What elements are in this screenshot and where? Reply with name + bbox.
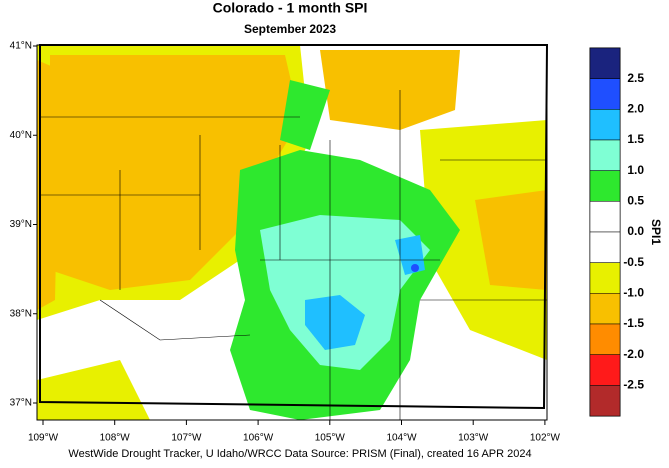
colorbar-label: 0.0	[627, 224, 644, 238]
colorbar-cell	[589, 293, 621, 325]
colorbar-label: -1.5	[623, 316, 644, 330]
lat-label: 38°N	[10, 308, 32, 319]
colorbar-label: 2.5	[627, 71, 644, 85]
colorbar-cell	[589, 231, 621, 263]
colorbar-label: -2.5	[623, 378, 644, 392]
colorbar-cell	[589, 139, 621, 171]
lon-label: 106°W	[243, 433, 274, 444]
colorbar-label: 1.5	[627, 132, 644, 146]
spi-field	[37, 45, 547, 420]
colorbar-cell	[589, 109, 621, 141]
lon-label: 109°W	[28, 433, 59, 444]
colorbar-cell	[589, 385, 621, 417]
colorbar-label: 2.0	[627, 102, 644, 116]
lon-label: 102°W	[530, 433, 561, 444]
lon-label: 105°W	[315, 433, 346, 444]
colorbar-cell	[589, 170, 621, 202]
legend-title: SPI1	[649, 219, 663, 245]
plot-frame	[36, 44, 548, 421]
lon-label: 103°W	[458, 433, 489, 444]
colorbar-label: 1.0	[627, 163, 644, 177]
colorbar-label: -0.5	[623, 255, 644, 269]
lat-label: 39°N	[10, 219, 32, 230]
subtitle: September 2023	[244, 22, 336, 36]
colorbar-cell	[589, 262, 621, 294]
lon-label: 108°W	[100, 433, 131, 444]
colorbar-cell	[589, 201, 621, 233]
lat-label: 40°N	[10, 130, 32, 141]
colorbar-cell	[589, 323, 621, 355]
colorbar-cell	[589, 78, 621, 110]
colorbar-label: -2.0	[623, 347, 644, 361]
lat-label: 37°N	[10, 398, 32, 409]
lon-label: 107°W	[171, 433, 202, 444]
colorbar-label: -1.0	[623, 286, 644, 300]
footer: WestWide Drought Tracker, U Idaho/WRCC D…	[68, 448, 531, 460]
colorbar-cell	[589, 354, 621, 386]
lon-label: 104°W	[386, 433, 417, 444]
title: Colorado - 1 month SPI	[213, 0, 368, 16]
colorbar-label: 0.5	[627, 194, 644, 208]
colorbar-cell	[589, 47, 621, 79]
lat-label: 41°N	[10, 41, 32, 52]
county-lines	[40, 90, 547, 420]
